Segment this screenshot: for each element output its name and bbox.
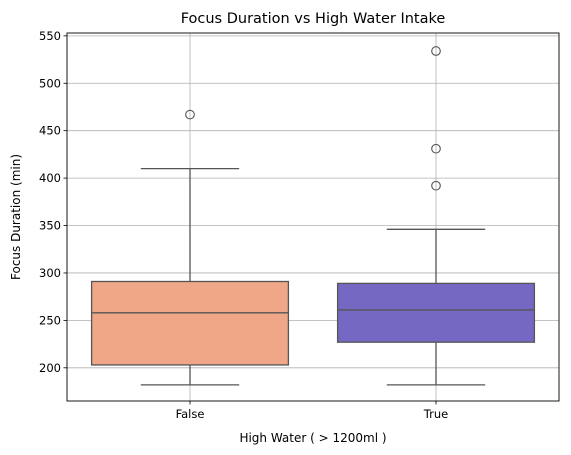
outlier-point (185, 109, 195, 120)
x-tick-label: False (176, 407, 205, 421)
chart-title: Focus Duration vs High Water Intake (181, 11, 446, 27)
box-true (336, 46, 536, 386)
y-tick-label: 550 (39, 29, 61, 43)
y-axis-ticks: 200 250 300 350 400 450 500 550 (39, 29, 67, 375)
iqr-box (336, 282, 536, 343)
x-tick-label: True (423, 407, 448, 421)
x-axis-ticks: False True (176, 401, 448, 421)
y-tick-label: 400 (39, 171, 61, 185)
box-false (90, 109, 290, 386)
y-tick-label: 250 (39, 313, 61, 327)
y-tick-label: 350 (39, 219, 61, 233)
plot-frame (66, 32, 560, 402)
x-axis-label: High Water ( > 1200ml ) (239, 431, 386, 445)
y-tick-label: 200 (39, 361, 61, 375)
boxes-group (90, 46, 536, 386)
y-tick-label: 300 (39, 266, 61, 280)
y-tick-label: 500 (39, 76, 61, 90)
y-axis-label: Focus Duration (min) (9, 154, 23, 280)
outlier-point (431, 143, 441, 154)
outlier-point (431, 180, 441, 191)
iqr-box (90, 280, 290, 366)
outlier-point (431, 46, 441, 56)
y-tick-label: 450 (39, 124, 61, 138)
